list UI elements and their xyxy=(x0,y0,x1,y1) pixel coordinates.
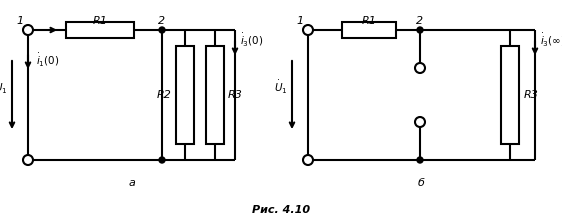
Text: R2: R2 xyxy=(157,90,172,100)
Text: R3: R3 xyxy=(524,90,539,100)
Text: $\dot{U}_1$: $\dot{U}_1$ xyxy=(274,78,288,95)
Circle shape xyxy=(159,157,165,163)
Text: 1: 1 xyxy=(297,16,304,26)
Text: $\dot{i}_3(\infty)$: $\dot{i}_3(\infty)$ xyxy=(540,32,562,48)
Circle shape xyxy=(23,25,33,35)
Text: R1: R1 xyxy=(93,16,107,26)
Bar xyxy=(66,22,134,38)
Text: б: б xyxy=(418,178,425,188)
Circle shape xyxy=(303,25,313,35)
Text: R1: R1 xyxy=(361,16,377,26)
Text: $\dot{U}_1$: $\dot{U}_1$ xyxy=(0,78,8,95)
Text: 1: 1 xyxy=(17,16,24,26)
Circle shape xyxy=(417,157,423,163)
Circle shape xyxy=(23,155,33,165)
Circle shape xyxy=(303,155,313,165)
Bar xyxy=(176,45,194,145)
Bar xyxy=(501,45,519,145)
Bar xyxy=(206,45,224,145)
Text: $\dot{i}_3(0)$: $\dot{i}_3(0)$ xyxy=(240,32,264,48)
Text: 2: 2 xyxy=(416,16,424,26)
Text: 2: 2 xyxy=(158,16,166,26)
Text: $\dot{i}_1(0)$: $\dot{i}_1(0)$ xyxy=(36,52,60,68)
Circle shape xyxy=(415,117,425,127)
Circle shape xyxy=(417,27,423,33)
Bar xyxy=(342,22,396,38)
Text: R3: R3 xyxy=(228,90,243,100)
Text: a: a xyxy=(128,178,135,188)
Circle shape xyxy=(415,63,425,73)
Text: Рис. 4.10: Рис. 4.10 xyxy=(252,205,310,215)
Circle shape xyxy=(159,27,165,33)
